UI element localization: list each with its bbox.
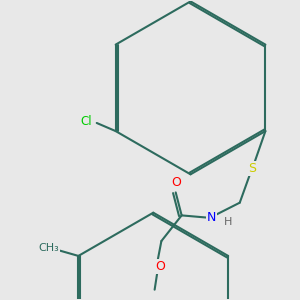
Text: H: H xyxy=(224,218,232,227)
Text: O: O xyxy=(155,260,165,273)
Text: S: S xyxy=(248,162,256,176)
Text: CH₃: CH₃ xyxy=(38,243,59,253)
Text: Cl: Cl xyxy=(80,115,92,128)
Text: N: N xyxy=(207,211,216,224)
Text: O: O xyxy=(171,176,181,190)
